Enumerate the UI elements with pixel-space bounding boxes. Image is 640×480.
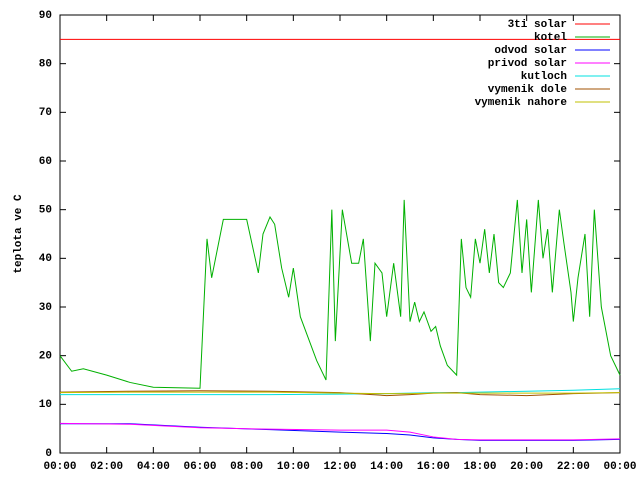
y-tick-label: 50	[39, 205, 52, 217]
x-tick-label: 10:00	[277, 461, 310, 473]
y-tick-label: 0	[45, 448, 52, 460]
x-tick-label: 02:00	[90, 461, 123, 473]
y-tick-label: 10	[39, 399, 52, 411]
legend-label: privod solar	[488, 58, 567, 70]
legend-label: vymenik nahore	[475, 97, 568, 109]
x-tick-label: 22:00	[557, 461, 590, 473]
x-tick-label: 12:00	[323, 461, 356, 473]
x-tick-label: 14:00	[370, 461, 403, 473]
y-tick-label: 40	[39, 253, 52, 265]
legend-label: kotel	[534, 32, 567, 44]
series-line	[59, 199, 621, 389]
x-tick-label: 00:00	[43, 461, 76, 473]
y-tick-label: 70	[39, 107, 52, 119]
legend-label: kutloch	[521, 71, 567, 83]
legend-label: odvod solar	[494, 45, 567, 57]
legend-label: vymenik dole	[488, 84, 568, 96]
y-tick-label: 60	[39, 156, 52, 168]
y-tick-label: 30	[39, 302, 52, 314]
x-tick-label: 00:00	[603, 461, 636, 473]
legend-label: 3ti solar	[508, 19, 567, 31]
x-tick-label: 04:00	[137, 461, 170, 473]
x-tick-label: 08:00	[230, 461, 263, 473]
series-line	[60, 423, 621, 441]
x-tick-label: 18:00	[463, 461, 496, 473]
y-tick-label: 20	[39, 351, 52, 363]
series-line	[59, 390, 621, 397]
x-tick-label: 16:00	[417, 461, 450, 473]
y-axis-label: teplota ve C	[13, 194, 25, 274]
y-tick-label: 90	[39, 10, 52, 22]
series-line	[59, 391, 621, 395]
y-tick-label: 80	[39, 59, 52, 71]
x-tick-label: 06:00	[183, 461, 216, 473]
series-line	[59, 422, 621, 441]
x-tick-label: 20:00	[510, 461, 543, 473]
